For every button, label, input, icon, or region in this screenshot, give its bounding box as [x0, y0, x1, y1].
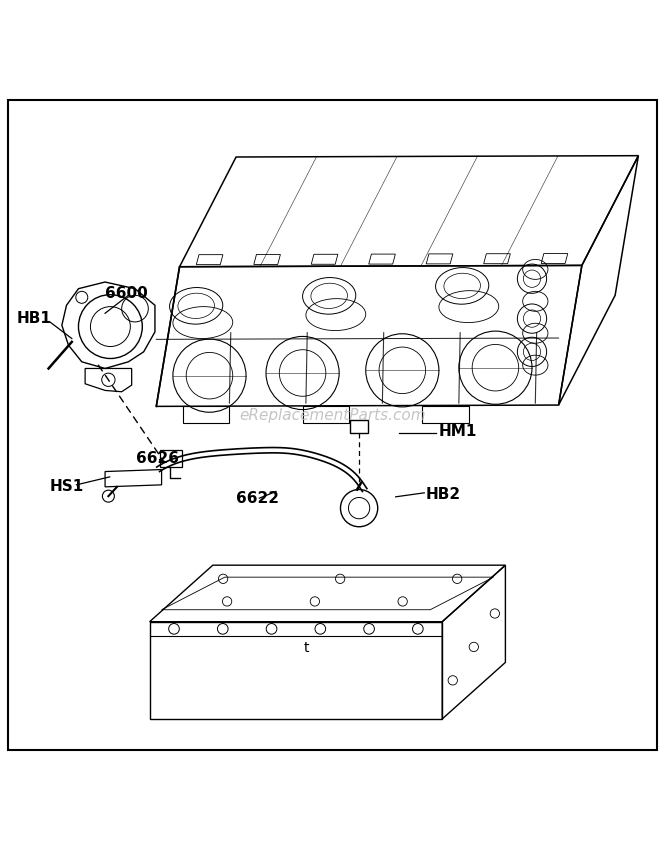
Text: t: t [303, 641, 309, 654]
Text: 6626: 6626 [136, 450, 180, 466]
Text: HB1: HB1 [17, 311, 51, 326]
Text: HM1: HM1 [439, 424, 477, 439]
Text: HS1: HS1 [50, 479, 84, 494]
Text: 6622: 6622 [236, 490, 279, 506]
Bar [350, 420, 368, 433]
Text: HB2: HB2 [426, 487, 461, 502]
Text: eReplacementParts.com: eReplacementParts.com [239, 407, 426, 422]
Text: 6600: 6600 [105, 286, 148, 301]
